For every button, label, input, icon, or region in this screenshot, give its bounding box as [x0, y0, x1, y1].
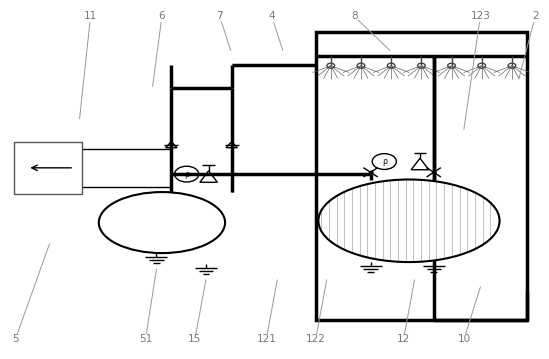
Text: 123: 123 — [470, 11, 490, 21]
Text: 15: 15 — [188, 334, 201, 344]
Text: 5: 5 — [12, 334, 19, 344]
Text: ρ: ρ — [184, 169, 189, 179]
Bar — [14, 142, 82, 194]
Text: 6: 6 — [159, 11, 165, 21]
Ellipse shape — [318, 180, 500, 262]
Text: 12: 12 — [397, 334, 410, 344]
Text: 2: 2 — [532, 11, 539, 21]
Text: 11: 11 — [84, 11, 97, 21]
Text: ρ: ρ — [382, 157, 386, 166]
Bar — [316, 32, 527, 320]
Text: 51: 51 — [139, 334, 152, 344]
Text: 10: 10 — [457, 334, 470, 344]
Text: 7: 7 — [216, 11, 223, 21]
Text: 4: 4 — [268, 11, 275, 21]
Text: 8: 8 — [351, 11, 357, 21]
Ellipse shape — [99, 192, 225, 253]
Text: 121: 121 — [256, 334, 276, 344]
Text: 122: 122 — [306, 334, 326, 344]
